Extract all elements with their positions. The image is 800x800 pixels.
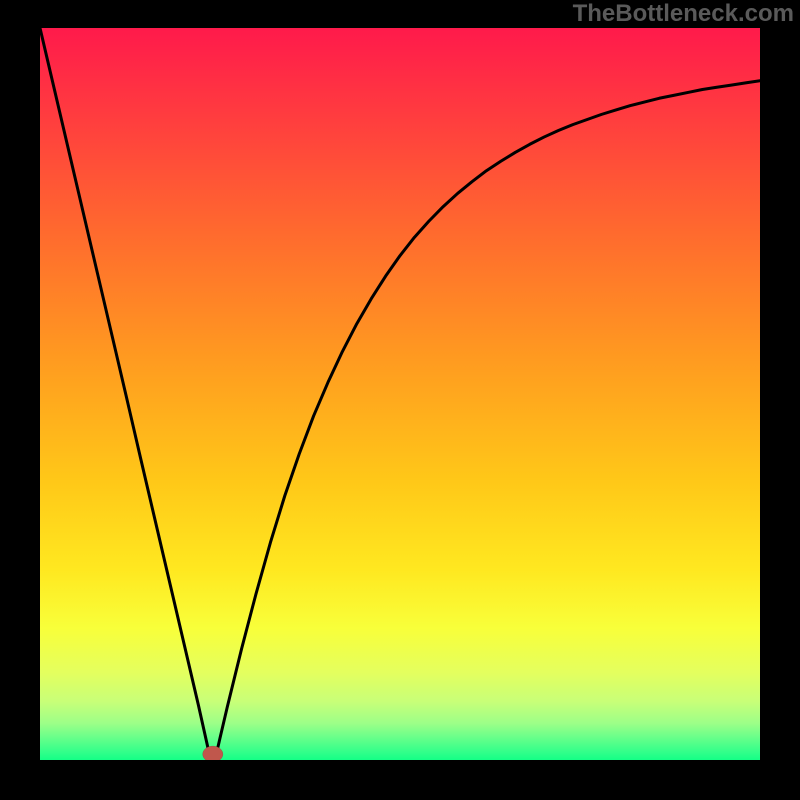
frame: TheBottleneck.com: [0, 0, 800, 800]
chart-svg: [40, 28, 760, 760]
bottleneck-curve: [40, 28, 760, 760]
plot-area: [40, 28, 760, 760]
optimum-marker: [203, 746, 223, 760]
watermark-text: TheBottleneck.com: [573, 0, 794, 28]
